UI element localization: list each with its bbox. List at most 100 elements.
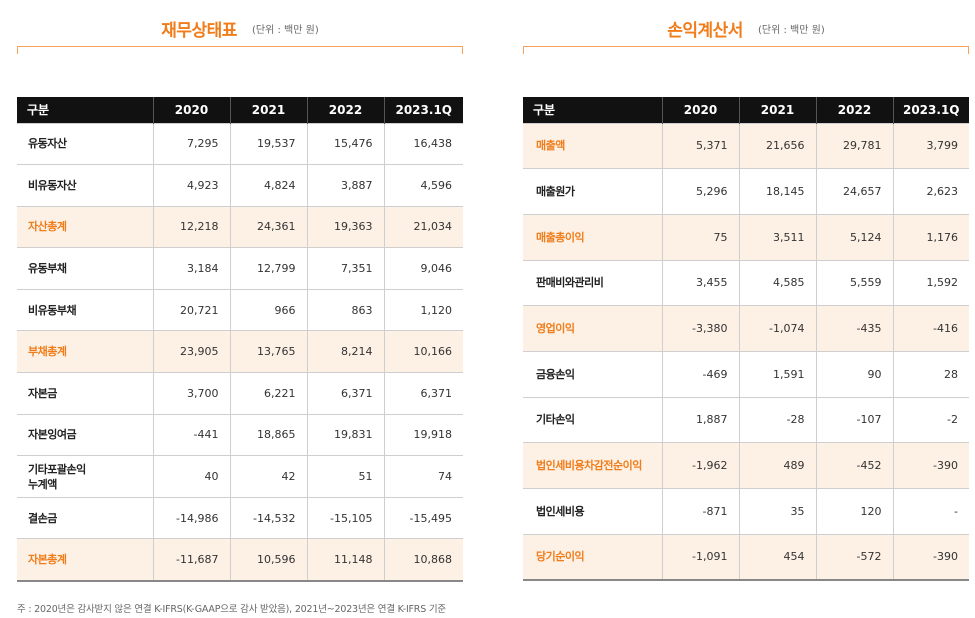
income-statement-table: 구분 2020 2021 2022 2023.1Q 매출액 5,371 21,656… [523,97,969,581]
row-label: 판매비와관리비 [523,259,662,306]
value-cell: 10,868 [383,538,463,582]
value-cell: 3,511 [738,213,816,261]
value-cell: -15,105 [306,496,384,539]
row-label: 기타손익 [523,396,662,443]
value-cell: 75 [661,213,739,261]
value-cell: 1,887 [661,396,739,443]
row-label: 자산총계 [17,205,153,248]
table-row: 기타손익 1,887 -28 -107 -2 [523,396,969,443]
title-bracket-decoration [17,46,463,54]
balance-sheet-unit: (단위 : 백만 원) [252,25,319,36]
table-row: 자본잉여금 -441 18,865 19,831 19,918 [17,413,463,456]
column-header: 2022 [306,97,384,123]
value-cell: 18,145 [738,168,816,215]
value-cell: 20,721 [152,288,230,331]
value-cell: -14,986 [152,496,230,539]
value-cell: 3,887 [306,164,384,207]
value-cell: 51 [306,455,384,498]
value-cell: 24,657 [815,168,893,215]
value-cell: 12,218 [152,205,230,248]
column-header: 2023.1Q [383,97,463,123]
table-row: 부채총계 23,905 13,765 8,214 10,166 [17,330,463,373]
row-label: 유동자산 [17,122,153,165]
row-label: 비유동부채 [17,288,153,331]
column-header: 2020 [661,97,739,123]
value-cell: -452 [815,442,893,489]
balance-sheet-panel: 재무상태표 (단위 : 백만 원) 구분 2020 2021 2022 2023… [17,0,463,582]
value-cell: 6,221 [229,372,307,415]
column-header: 2021 [229,97,307,123]
value-cell: -435 [815,305,893,352]
value-cell: 7,351 [306,247,384,290]
table-row: 법인세비용 -871 35 120- [523,488,969,535]
value-cell: -1,962 [661,442,739,489]
value-cell: -416 [892,305,969,352]
value-cell: 7,295 [152,122,230,165]
row-label: 부채총계 [17,330,153,373]
value-cell: 21,034 [383,205,463,248]
value-cell: -107 [815,396,893,443]
row-label: 비유동자산 [17,164,153,207]
value-cell: 23,905 [152,330,230,373]
column-header: 2022 [815,97,893,123]
value-cell: 29,781 [815,122,893,169]
income-statement-heading: 손익계산서 (단위 : 백만 원) [523,0,969,54]
table-header-row: 구분 2020 2021 2022 2023.1Q [523,97,969,123]
value-cell: 2,623 [892,168,969,215]
table-row: 결손금 -14,986 -14,532 -15,105 -15,495 [17,496,463,539]
value-cell: 18,865 [229,413,307,456]
footnote: 주 : 2020년은 감사받지 않은 연결 K-IFRS(K-GAAP으로 감사… [17,604,446,615]
value-cell: 8,214 [306,330,384,373]
value-cell: 4,585 [738,259,816,306]
table-row: 유동자산 7,295 19,537 15,476 16,438 [17,122,463,165]
value-cell: 863 [306,288,384,331]
value-cell: -3,380 [661,305,739,352]
value-cell: -441 [152,413,230,456]
value-cell: -390 [892,533,969,581]
value-cell: 3,799 [892,122,969,169]
column-header: 구분 [523,97,662,123]
row-label: 자본잉여금 [17,413,153,456]
column-header: 구분 [17,97,153,123]
value-cell: 42 [229,455,307,498]
table-row: 매출총이익 75 3,511 5,124 1,176 [523,213,969,261]
table-row: 비유동부채 20,721 966 863 1,120 [17,288,463,331]
value-cell: 19,363 [306,205,384,248]
table-header-row: 구분 2020 2021 2022 2023.1Q [17,97,463,123]
table-row: 당기순이익 -1,091 454 -572 -390 [523,533,969,581]
value-cell: 4,824 [229,164,307,207]
value-cell: 966 [229,288,307,331]
income-statement-title: 손익계산서 [667,21,743,41]
value-cell: 3,455 [661,259,739,306]
income-statement-panel: 손익계산서 (단위 : 백만 원) 구분 2020 2021 2022 2023… [523,0,969,581]
value-cell: 40 [152,455,230,498]
income-statement-unit: (단위 : 백만 원) [758,25,825,36]
value-cell: -15,495 [383,496,463,539]
balance-sheet-title: 재무상태표 [161,21,237,41]
title-bracket-decoration [523,46,969,54]
value-cell: 489 [738,442,816,489]
value-cell: 90 [815,350,893,398]
value-cell: 1,120 [383,288,463,331]
value-cell: 454 [738,533,816,581]
value-cell: 10,166 [383,330,463,373]
row-label: 당기순이익 [523,533,662,581]
value-cell: 15,476 [306,122,384,165]
column-header: 2021 [738,97,816,123]
table-row: 유동부채 3,184 12,799 7,351 9,046 [17,247,463,290]
table-row: 금융손익 -469 1,591 90 28 [523,350,969,398]
value-cell: 13,765 [229,330,307,373]
value-cell: 16,438 [383,122,463,165]
table-row: 기타포괄손익 누계액 40 42 51 74 [17,455,463,498]
row-label: 매출총이익 [523,213,662,261]
row-label: 자본총계 [17,538,153,582]
value-cell: -1,091 [661,533,739,581]
value-cell: 6,371 [306,372,384,415]
table-row: 자산총계 12,218 24,361 19,363 21,034 [17,205,463,248]
value-cell: 74 [383,455,463,498]
table-row: 판매비와관리비 3,455 4,585 5,559 1,592 [523,259,969,306]
value-cell: 5,296 [661,168,739,215]
value-cell: 3,184 [152,247,230,290]
value-cell: 12,799 [229,247,307,290]
value-cell: 1,176 [892,213,969,261]
